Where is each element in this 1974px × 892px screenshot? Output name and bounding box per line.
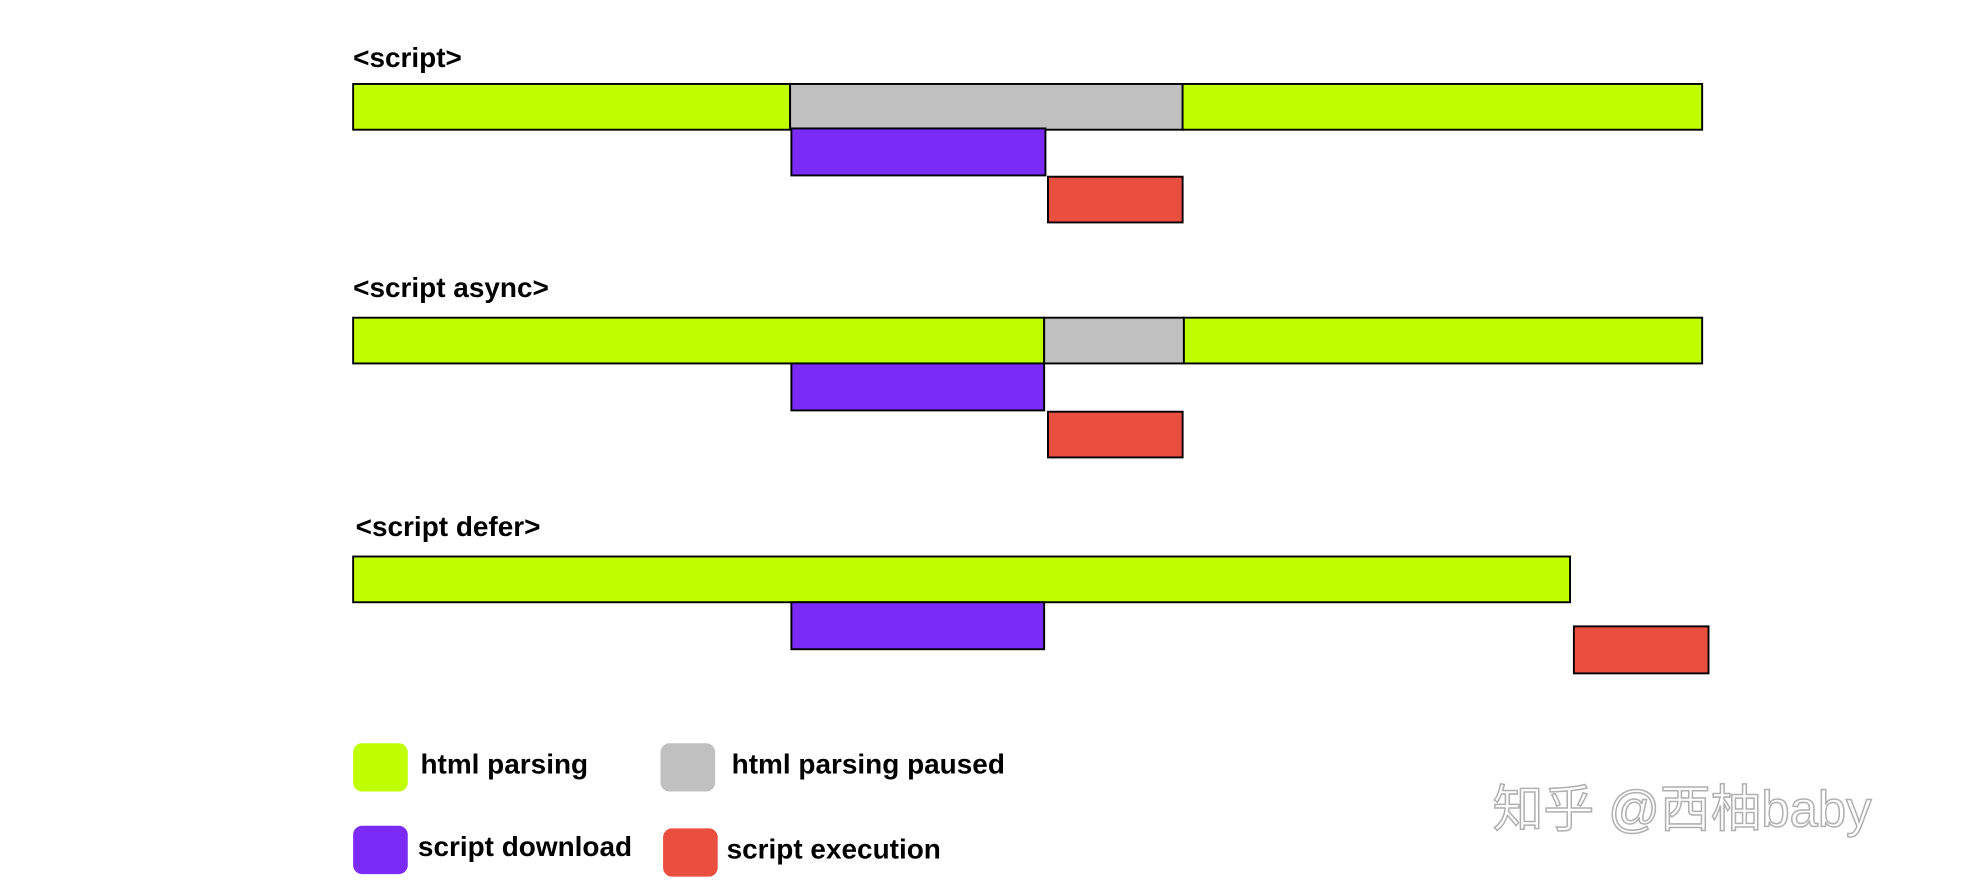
parsing-bar [352,83,792,131]
section-title: <script> [353,42,462,73]
legend-swatch [353,743,408,792]
parsing-bar [1181,83,1704,131]
section-title: <script defer> [356,511,541,542]
execution-bar [1047,175,1184,224]
legend-label: script download [418,831,632,862]
legend-label: html parsing paused [732,748,1005,779]
legend-swatch [660,743,716,792]
paused-bar [789,83,1184,131]
paused-bar [1043,316,1185,365]
parsing-bar [352,316,1046,365]
legend-swatch [663,828,718,877]
section-title: <script async> [353,272,549,303]
legend-swatch [353,825,408,875]
parsing-bar [352,555,1572,604]
download-bar [790,362,1046,412]
legend-label: script execution [727,834,941,865]
execution-bar [1047,410,1184,459]
legend-label: html parsing [420,748,588,779]
execution-bar [1572,625,1710,675]
download-bar [790,127,1047,177]
parsing-bar [1182,316,1704,365]
watermark: 知乎 @西柚baby [1493,781,1873,838]
download-bar [790,601,1046,651]
